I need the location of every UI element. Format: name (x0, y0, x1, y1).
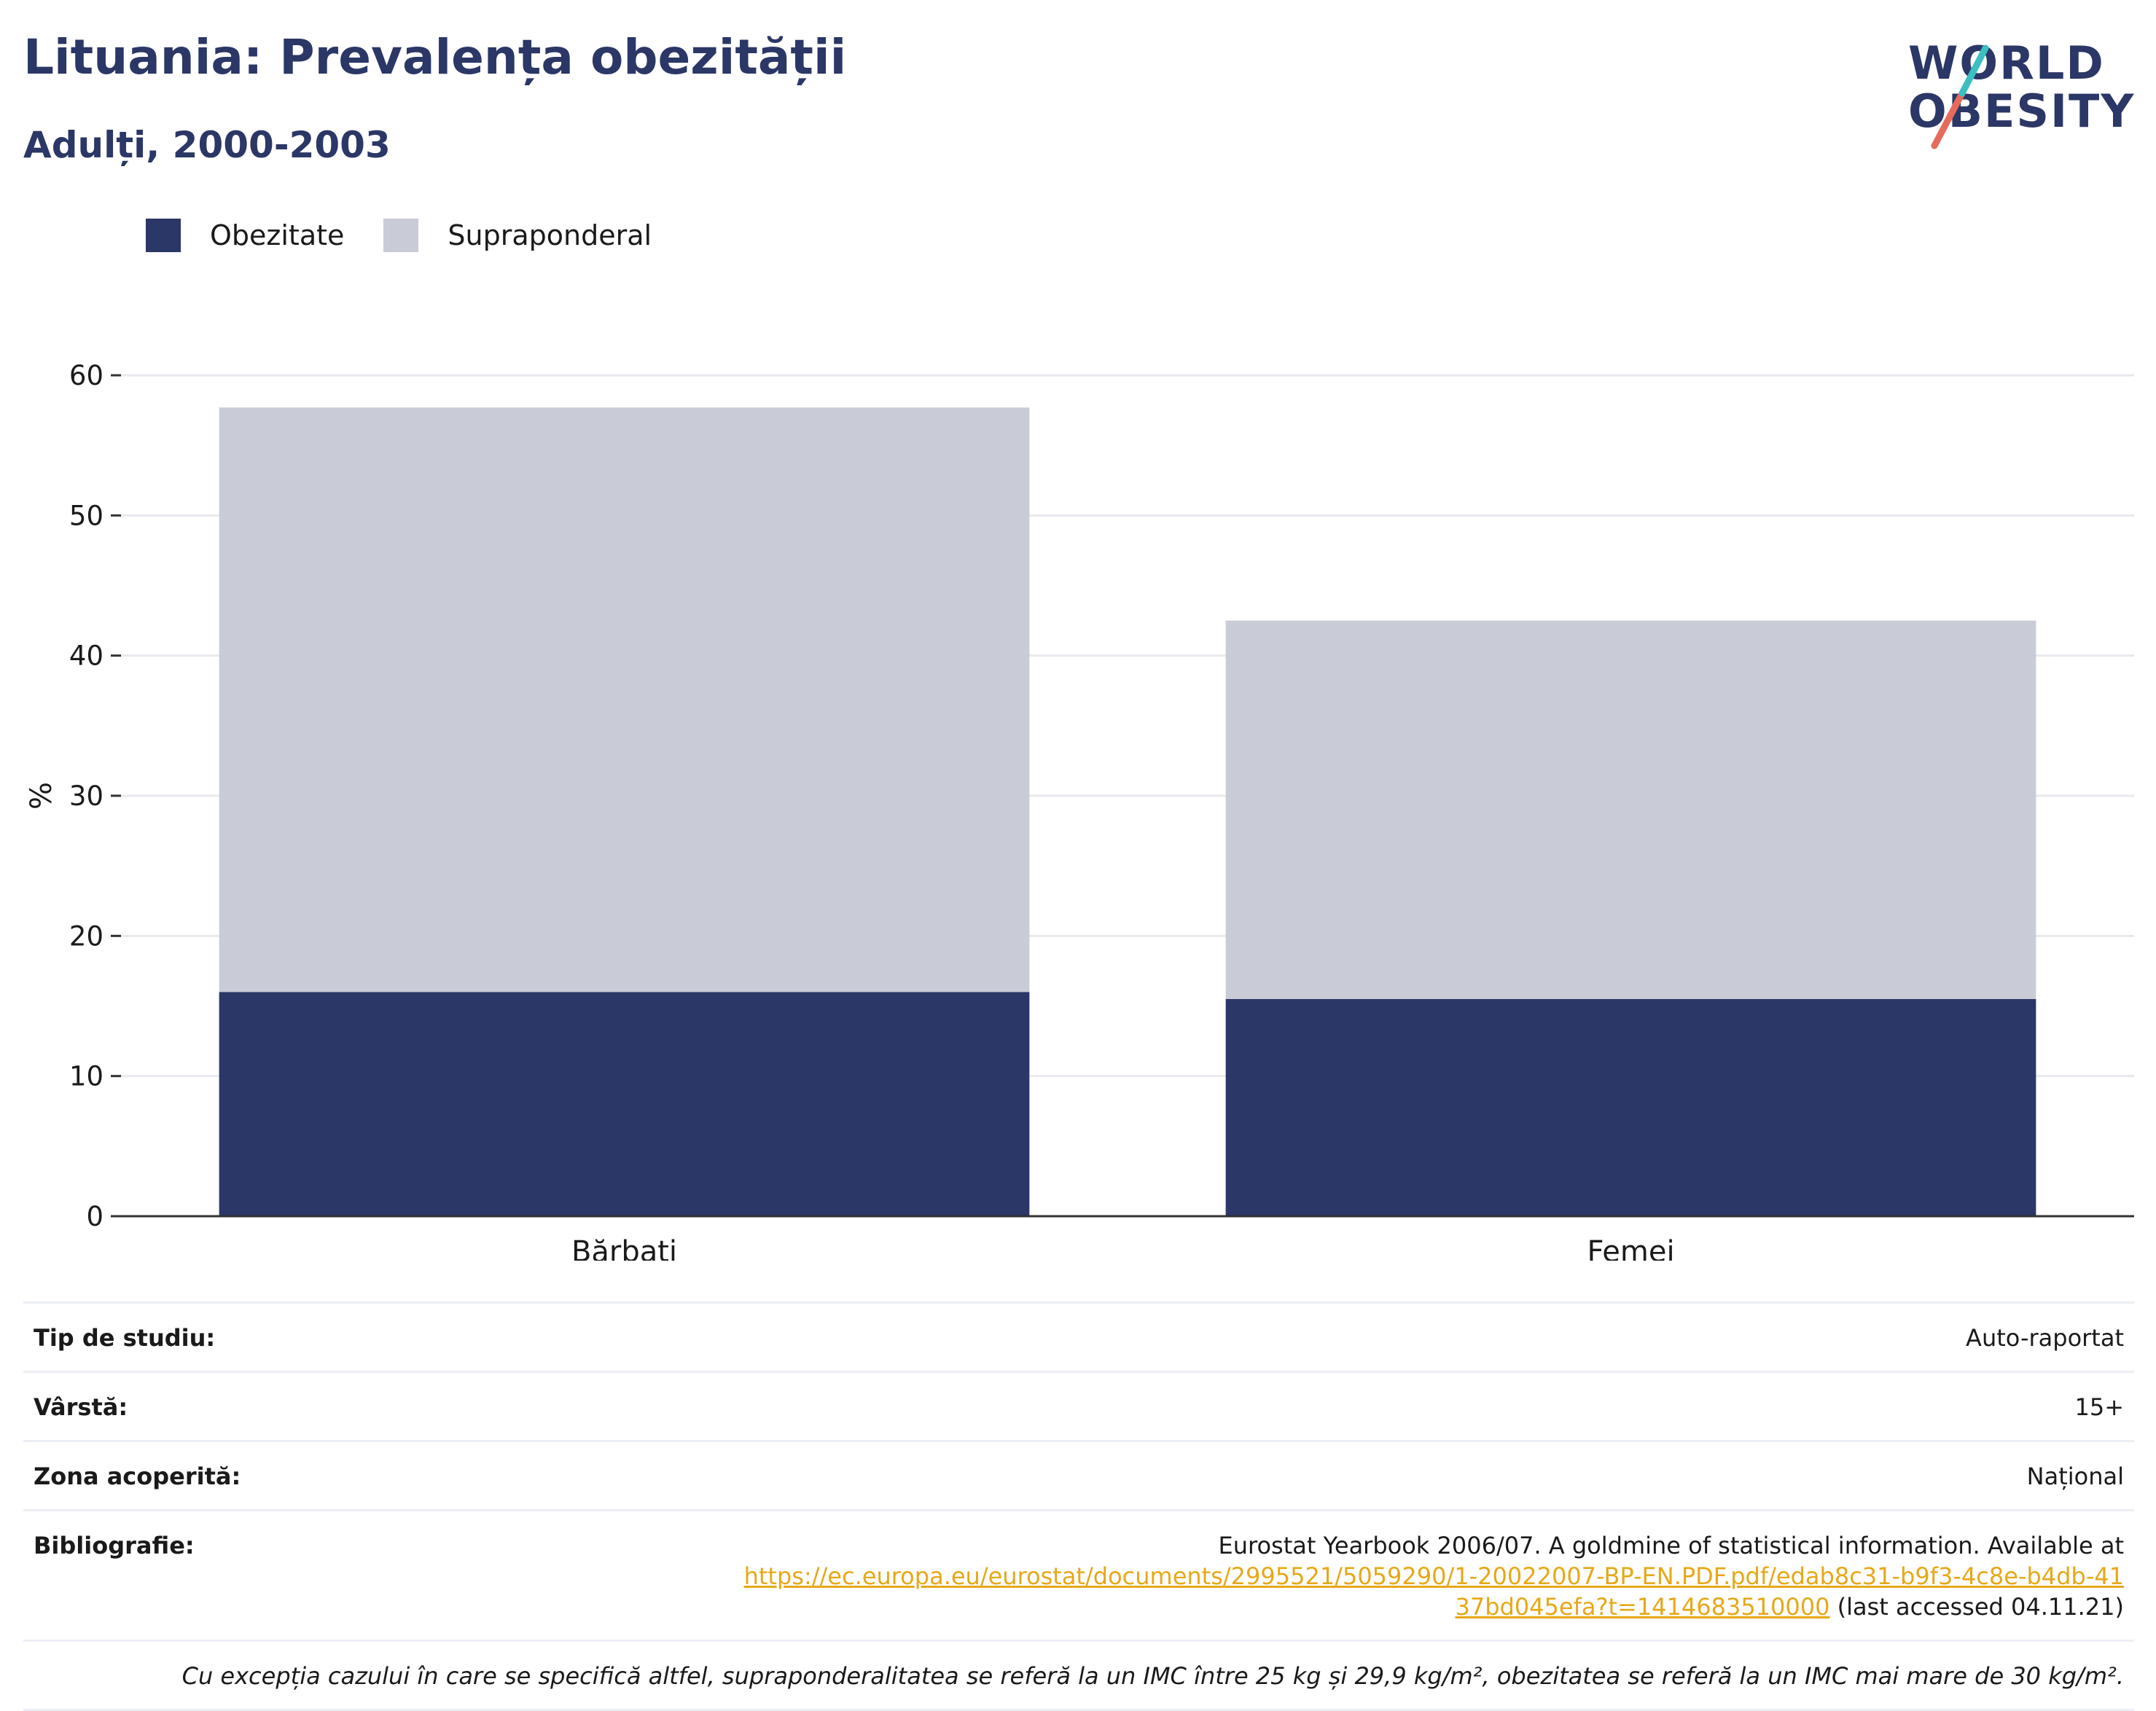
info-row-area: Zona acoperită: Național (23, 1440, 2134, 1509)
info-row-study-type: Tip de studiu: Auto-raportat (23, 1301, 2134, 1371)
x-tick-label: Femei (1587, 1235, 1674, 1261)
legend-swatch-obesity (146, 219, 181, 252)
y-tick-label: 50 (69, 500, 103, 531)
logo-slash-icon (1931, 44, 1989, 149)
bibliography-suffix: (last accessed 04.11.21) (1837, 1593, 2124, 1621)
study-type-label: Tip de studiu: (34, 1324, 216, 1352)
study-info-table: Tip de studiu: Auto-raportat Vârstă: 15+… (23, 1301, 2134, 1711)
area-value: Național (2026, 1463, 2124, 1490)
bar-overweight (1225, 620, 2036, 999)
y-tick-label: 20 (69, 920, 103, 952)
bar-obesity (1225, 998, 2036, 1216)
area-label: Zona acoperită: (34, 1463, 241, 1490)
bar-obesity (219, 992, 1030, 1216)
y-tick-label: 10 (69, 1061, 103, 1092)
bar-overweight (219, 407, 1030, 992)
bibliography-label: Bibliografie: (34, 1532, 195, 1559)
chart-legend: Obezitate Supraponderal (146, 217, 691, 254)
y-tick-label: 40 (69, 641, 103, 672)
age-value: 15+ (2074, 1393, 2124, 1421)
y-axis-label: % (25, 782, 58, 810)
study-type-value: Auto-raportat (1966, 1324, 2124, 1352)
legend-item-obesity[interactable]: Obezitate (146, 219, 344, 252)
bibliography-link[interactable]: https://ec.europa.eu/eurostat/documents/… (743, 1562, 2124, 1621)
info-row-bibliography: Bibliografie: Eurostat Yearbook 2006/07.… (23, 1509, 2134, 1640)
bibliography-text: Eurostat Yearbook 2006/07. A goldmine of… (1218, 1532, 2125, 1559)
page-subtitle: Adulți, 2000-2003 (23, 124, 391, 166)
x-tick-label: Bărbați (571, 1235, 677, 1261)
y-tick-label: 30 (69, 780, 103, 812)
legend-label-obesity: Obezitate (210, 219, 345, 251)
page-title: Lituania: Prevalența obezității (23, 29, 847, 85)
world-obesity-logo: WORLD OBESITY (1899, 29, 2140, 153)
legend-item-overweight[interactable]: Supraponderal (383, 219, 652, 252)
legend-swatch-overweight (383, 219, 419, 252)
y-tick-label: 0 (86, 1201, 103, 1232)
stacked-bar-chart: 0 10 20 30 40 50 60% Bărbați Femei (25, 360, 2134, 1261)
y-tick-label: 60 (69, 360, 103, 391)
bibliography-value: Eurostat Yearbook 2006/07. A goldmine of… (739, 1530, 2124, 1622)
logo-line-1: WORLD (1908, 36, 2105, 90)
definition-note: Cu excepția cazului în care se specifică… (23, 1640, 2134, 1711)
legend-label-overweight: Supraponderal (448, 219, 652, 251)
age-label: Vârstă: (34, 1393, 128, 1421)
info-row-age: Vârstă: 15+ (23, 1371, 2134, 1440)
